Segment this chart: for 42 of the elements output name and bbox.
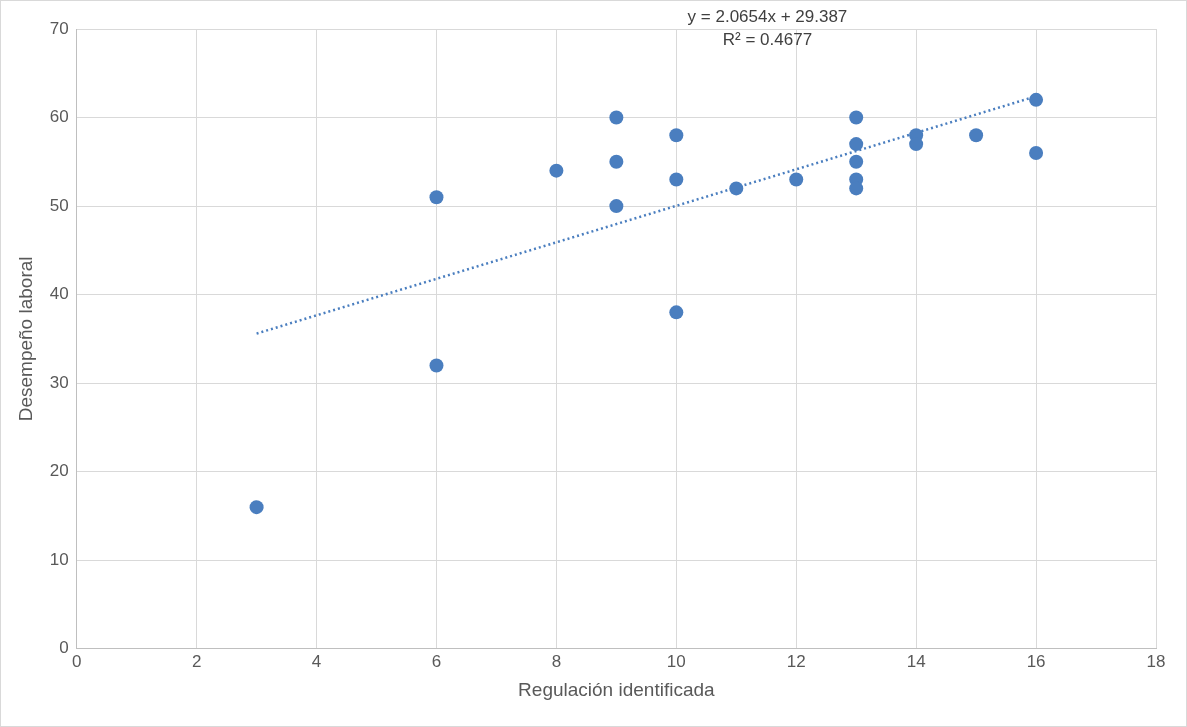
y-tick-label: 0 [59, 638, 69, 658]
x-tick-label: 14 [906, 651, 926, 671]
point [789, 172, 804, 187]
annotation: R² = 0.4677 [722, 30, 813, 50]
point [1029, 92, 1044, 107]
point [429, 190, 444, 205]
point [909, 137, 924, 152]
point [669, 128, 684, 143]
point [849, 181, 864, 196]
point [1029, 145, 1044, 160]
point [549, 163, 564, 178]
point [849, 137, 864, 152]
text: y = 2.0654x + 29.387 [687, 7, 848, 27]
y-tick-label: 10 [49, 549, 69, 569]
point [609, 110, 624, 125]
point [249, 500, 264, 515]
point [669, 172, 684, 187]
x-axis-title: Regulación identificada [518, 678, 716, 700]
x-tick-label: 12 [786, 651, 806, 671]
x-tick-label: 18 [1146, 651, 1166, 671]
point [849, 110, 864, 125]
point [429, 358, 444, 373]
y-tick-label: 20 [49, 461, 69, 481]
point [669, 305, 684, 320]
y-axis-title: Desempeño laboral [14, 256, 36, 422]
x-tick-label: 16 [1026, 651, 1046, 671]
point [609, 199, 624, 214]
y-tick-label: 70 [49, 18, 69, 38]
y-tick-label: 60 [49, 107, 69, 127]
x-tick-label: 0 [71, 651, 82, 671]
point [609, 154, 624, 169]
x-tick-label: 4 [311, 651, 322, 671]
y-tick-label: 50 [49, 195, 69, 215]
y-tick-label: 40 [49, 284, 69, 304]
x-tick-label: 10 [666, 651, 686, 671]
x-tick-label: 6 [431, 651, 442, 671]
x-tick-label: 2 [191, 651, 202, 671]
y-tick-label: 30 [49, 372, 69, 392]
point [849, 154, 864, 169]
x-tick-label: 8 [551, 651, 562, 671]
point [969, 128, 984, 143]
point [729, 181, 744, 196]
